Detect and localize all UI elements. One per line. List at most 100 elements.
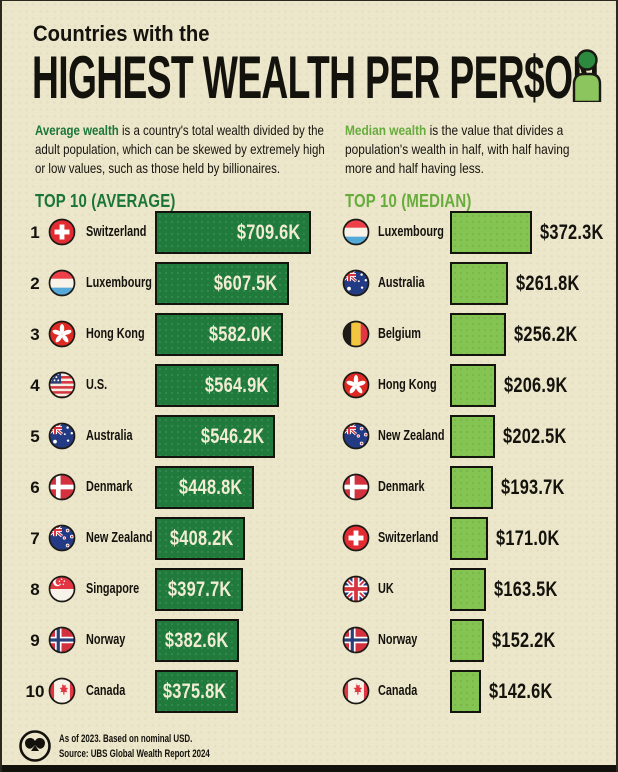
average-bar: $408.2K (155, 517, 245, 560)
country-label: Luxembourg (86, 275, 152, 291)
hongkong-flag-icon (48, 320, 76, 348)
bar-value: $142.6K (489, 679, 553, 703)
bar-value: $582.0K (208, 322, 272, 346)
median-bar (450, 466, 493, 509)
rank-number: 6 (30, 478, 40, 497)
rank-number: 4 (30, 376, 40, 395)
average-bar: $546.2K (155, 415, 276, 458)
bar-value: $193.7K (500, 475, 565, 499)
median-bar (450, 670, 482, 713)
median-row: Luxembourg $372.3K (332, 207, 616, 258)
bar-value: $152.2K (491, 628, 556, 652)
bar-value: $261.8K (515, 271, 580, 295)
average-bar: $382.6K (155, 619, 240, 662)
bar-value: $202.5K (502, 424, 567, 448)
bar-value: $546.2K (200, 424, 265, 448)
rank-number: 5 (30, 427, 40, 446)
median-bar (450, 313, 507, 356)
median-row: New Zealand $202.5K (332, 411, 616, 462)
country-label: Canada (378, 683, 418, 699)
bar-value: $382.6K (164, 628, 229, 652)
newzealand-flag-icon (342, 422, 370, 450)
country-label: Luxembourg (378, 224, 444, 240)
country-label: Singapore (86, 581, 140, 597)
rank-number: 7 (30, 529, 40, 548)
average-row: 1 Switzerland $709.6K (2, 207, 332, 258)
median-row: Canada $142.6K (332, 666, 616, 717)
average-row: 8 Singapore $397.7K (2, 564, 332, 615)
median-row: Hong Kong $206.9K (332, 360, 616, 411)
bar-value: $163.5K (494, 577, 558, 601)
median-bar (450, 619, 484, 662)
median-row: Norway $152.2K (332, 615, 616, 666)
median-row: Belgium $256.2K (332, 309, 616, 360)
country-label: New Zealand (378, 428, 445, 444)
canada-flag-icon (48, 677, 76, 705)
switzerland-flag-icon (48, 218, 76, 246)
bar-value: $564.9K (204, 373, 269, 397)
bar-value: $448.8K (179, 475, 243, 499)
average-row: 10 Canada $375.8K (2, 666, 332, 717)
country-label: Switzerland (86, 224, 147, 240)
median-wealth-lead: Median wealth (345, 122, 427, 138)
australia-flag-icon (48, 422, 76, 450)
denmark-flag-icon (48, 473, 76, 501)
average-row: 9 Norway $382.6K (2, 615, 332, 666)
rank-number: 3 (30, 325, 40, 344)
bottom-border-bar (2, 765, 616, 772)
average-row: 7 New Zealand $408.2K (2, 513, 332, 564)
country-label: Belgium (378, 326, 421, 342)
country-label: Denmark (86, 479, 133, 495)
bar-value: $171.0K (495, 526, 560, 550)
bar-value: $709.6K (236, 220, 301, 244)
average-row: 3 Hong Kong $582.0K (2, 309, 332, 360)
average-wealth-body: is a country's total wealth divided by t… (35, 122, 325, 176)
hongkong-flag-icon (342, 371, 370, 399)
median-bar (450, 211, 532, 254)
kicker-text: Countries with the (33, 21, 210, 46)
average-wealth-lead: Average wealth (35, 122, 119, 138)
country-label: Denmark (378, 479, 425, 495)
us-flag-icon (48, 371, 76, 399)
average-bar: $564.9K (155, 364, 280, 407)
norway-flag-icon (48, 626, 76, 654)
average-row: 2 Luxembourg $607.5K (2, 258, 332, 309)
median-row: UK $163.5K (332, 564, 616, 615)
median-bar (450, 262, 508, 305)
median-column-heading: TOP 10 (MEDIAN) (345, 191, 472, 211)
average-bar: $448.8K (155, 466, 254, 509)
median-row: Australia $261.8K (332, 258, 616, 309)
rank-number: 2 (30, 274, 40, 293)
country-label: Hong Kong (378, 377, 437, 393)
canada-flag-icon (342, 677, 370, 705)
average-wealth-definition: Average wealth is a country's total weal… (35, 121, 329, 177)
median-wealth-body: is the value that divides a population's… (345, 122, 570, 176)
country-label: UK (378, 581, 394, 597)
country-label: Norway (86, 632, 126, 648)
source-note-line1: As of 2023. Based on nominal USD. (59, 733, 193, 745)
person-icon (565, 48, 609, 107)
bar-value: $408.2K (170, 526, 234, 550)
average-bar: $607.5K (155, 262, 289, 305)
page-title: HIGHEST WEALTH PER PER$ON (32, 44, 599, 111)
bar-value: $372.3K (539, 220, 604, 244)
newzealand-flag-icon (48, 524, 76, 552)
median-bar (450, 568, 486, 611)
average-row: 4 U.S. $564.9K (2, 360, 332, 411)
average-row: 5 Australia $546.2K (2, 411, 332, 462)
country-label: U.S. (86, 377, 108, 393)
country-label: New Zealand (86, 530, 153, 546)
average-row: 6 Denmark $448.8K (2, 462, 332, 513)
rank-number: 10 (25, 682, 45, 701)
median-bar (450, 415, 495, 458)
rank-number: 1 (30, 223, 40, 242)
source-note: As of 2023. Based on nominal USD. Source… (59, 732, 210, 762)
bar-value: $397.7K (167, 577, 232, 601)
uk-flag-icon (342, 575, 370, 603)
median-row: Switzerland $171.0K (332, 513, 616, 564)
average-bar: $397.7K (155, 568, 243, 611)
belgium-flag-icon (342, 320, 370, 348)
luxembourg-flag-icon (342, 218, 370, 246)
source-note-line2: Source: UBS Global Wealth Report 2024 (59, 748, 210, 760)
